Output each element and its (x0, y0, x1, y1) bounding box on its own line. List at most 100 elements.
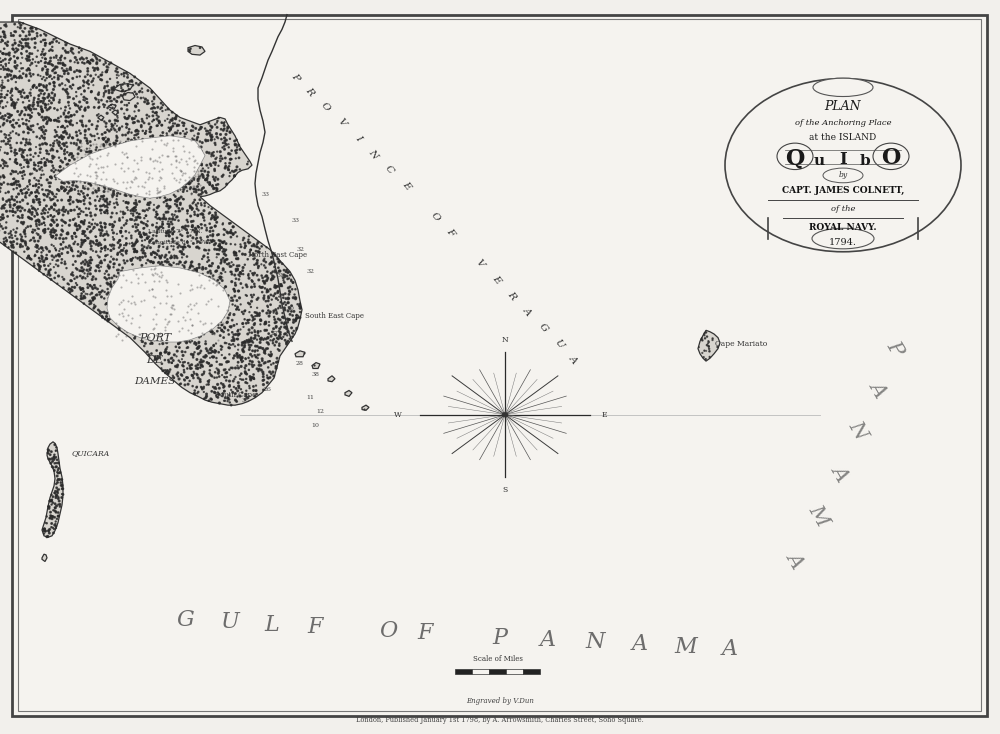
Point (138, 302, 154, 313)
Point (99, 107, 115, 119)
Point (131, 315, 147, 327)
Point (248, 351, 264, 363)
Point (205, 321, 221, 333)
Point (94, 306, 110, 318)
Point (29, 228, 45, 239)
Point (222, 167, 238, 178)
Point (223, 225, 239, 236)
Point (64, 230, 80, 242)
Point (24, 226, 40, 238)
Point (27, 235, 43, 247)
Text: V: V (474, 258, 486, 269)
Point (0, 86, 4, 98)
Point (147, 152, 163, 164)
Point (107, 216, 123, 228)
Point (128, 204, 144, 216)
Point (113, 319, 129, 331)
Point (107, 202, 123, 214)
Point (176, 281, 192, 293)
Point (0, 88, 9, 100)
Point (0, 222, 11, 234)
Point (204, 148, 220, 159)
Point (57, 52, 73, 64)
Point (97, 55, 113, 67)
Point (231, 285, 247, 297)
Point (270, 267, 286, 279)
Point (190, 131, 206, 143)
Point (50, 72, 66, 84)
Point (157, 273, 173, 285)
Point (7, 154, 23, 166)
Point (117, 208, 133, 219)
Point (80, 268, 96, 280)
Point (39, 145, 55, 157)
Point (161, 227, 177, 239)
Point (89, 152, 105, 164)
Point (164, 218, 180, 230)
Point (199, 172, 215, 184)
Point (169, 184, 185, 195)
Point (0, 29, 12, 40)
Point (253, 364, 269, 376)
Point (13, 185, 29, 197)
Point (183, 188, 199, 200)
Point (150, 270, 166, 282)
Point (147, 286, 163, 298)
Point (61, 177, 77, 189)
Point (241, 270, 257, 282)
Point (129, 157, 145, 169)
Point (0, 178, 9, 190)
Point (95, 133, 111, 145)
Point (100, 102, 116, 114)
Point (148, 297, 164, 308)
Point (140, 299, 156, 311)
Point (212, 322, 228, 334)
Point (155, 238, 171, 250)
Point (15, 84, 31, 96)
Point (83, 145, 99, 157)
Point (34, 247, 50, 258)
Point (242, 382, 258, 394)
Point (14, 43, 30, 55)
Point (146, 275, 162, 287)
Point (15, 40, 31, 52)
Point (212, 294, 228, 306)
Point (0, 236, 12, 247)
Point (41, 453, 57, 465)
Point (184, 319, 200, 330)
Point (15, 26, 31, 37)
Point (104, 225, 120, 236)
Point (98, 85, 114, 97)
Point (178, 241, 194, 253)
Point (13, 40, 29, 51)
Point (191, 178, 207, 190)
Text: 28: 28 (296, 361, 304, 366)
Point (22, 109, 38, 121)
Point (53, 165, 69, 177)
Point (136, 222, 152, 234)
Point (26, 232, 42, 244)
Point (50, 255, 66, 266)
Point (63, 283, 79, 295)
Point (269, 352, 285, 364)
Point (171, 280, 187, 291)
Point (114, 264, 130, 276)
Point (77, 272, 93, 284)
Point (52, 467, 68, 479)
Point (90, 250, 106, 261)
Point (12, 86, 28, 98)
Point (34, 65, 50, 76)
Point (269, 305, 285, 317)
Point (100, 202, 116, 214)
Point (6, 177, 22, 189)
Point (244, 356, 260, 368)
Point (193, 159, 209, 170)
Point (248, 341, 264, 352)
Point (189, 158, 205, 170)
Point (230, 301, 246, 313)
Point (177, 128, 193, 139)
Point (40, 269, 56, 280)
Circle shape (502, 413, 508, 417)
Point (186, 388, 202, 399)
Point (29, 81, 45, 93)
